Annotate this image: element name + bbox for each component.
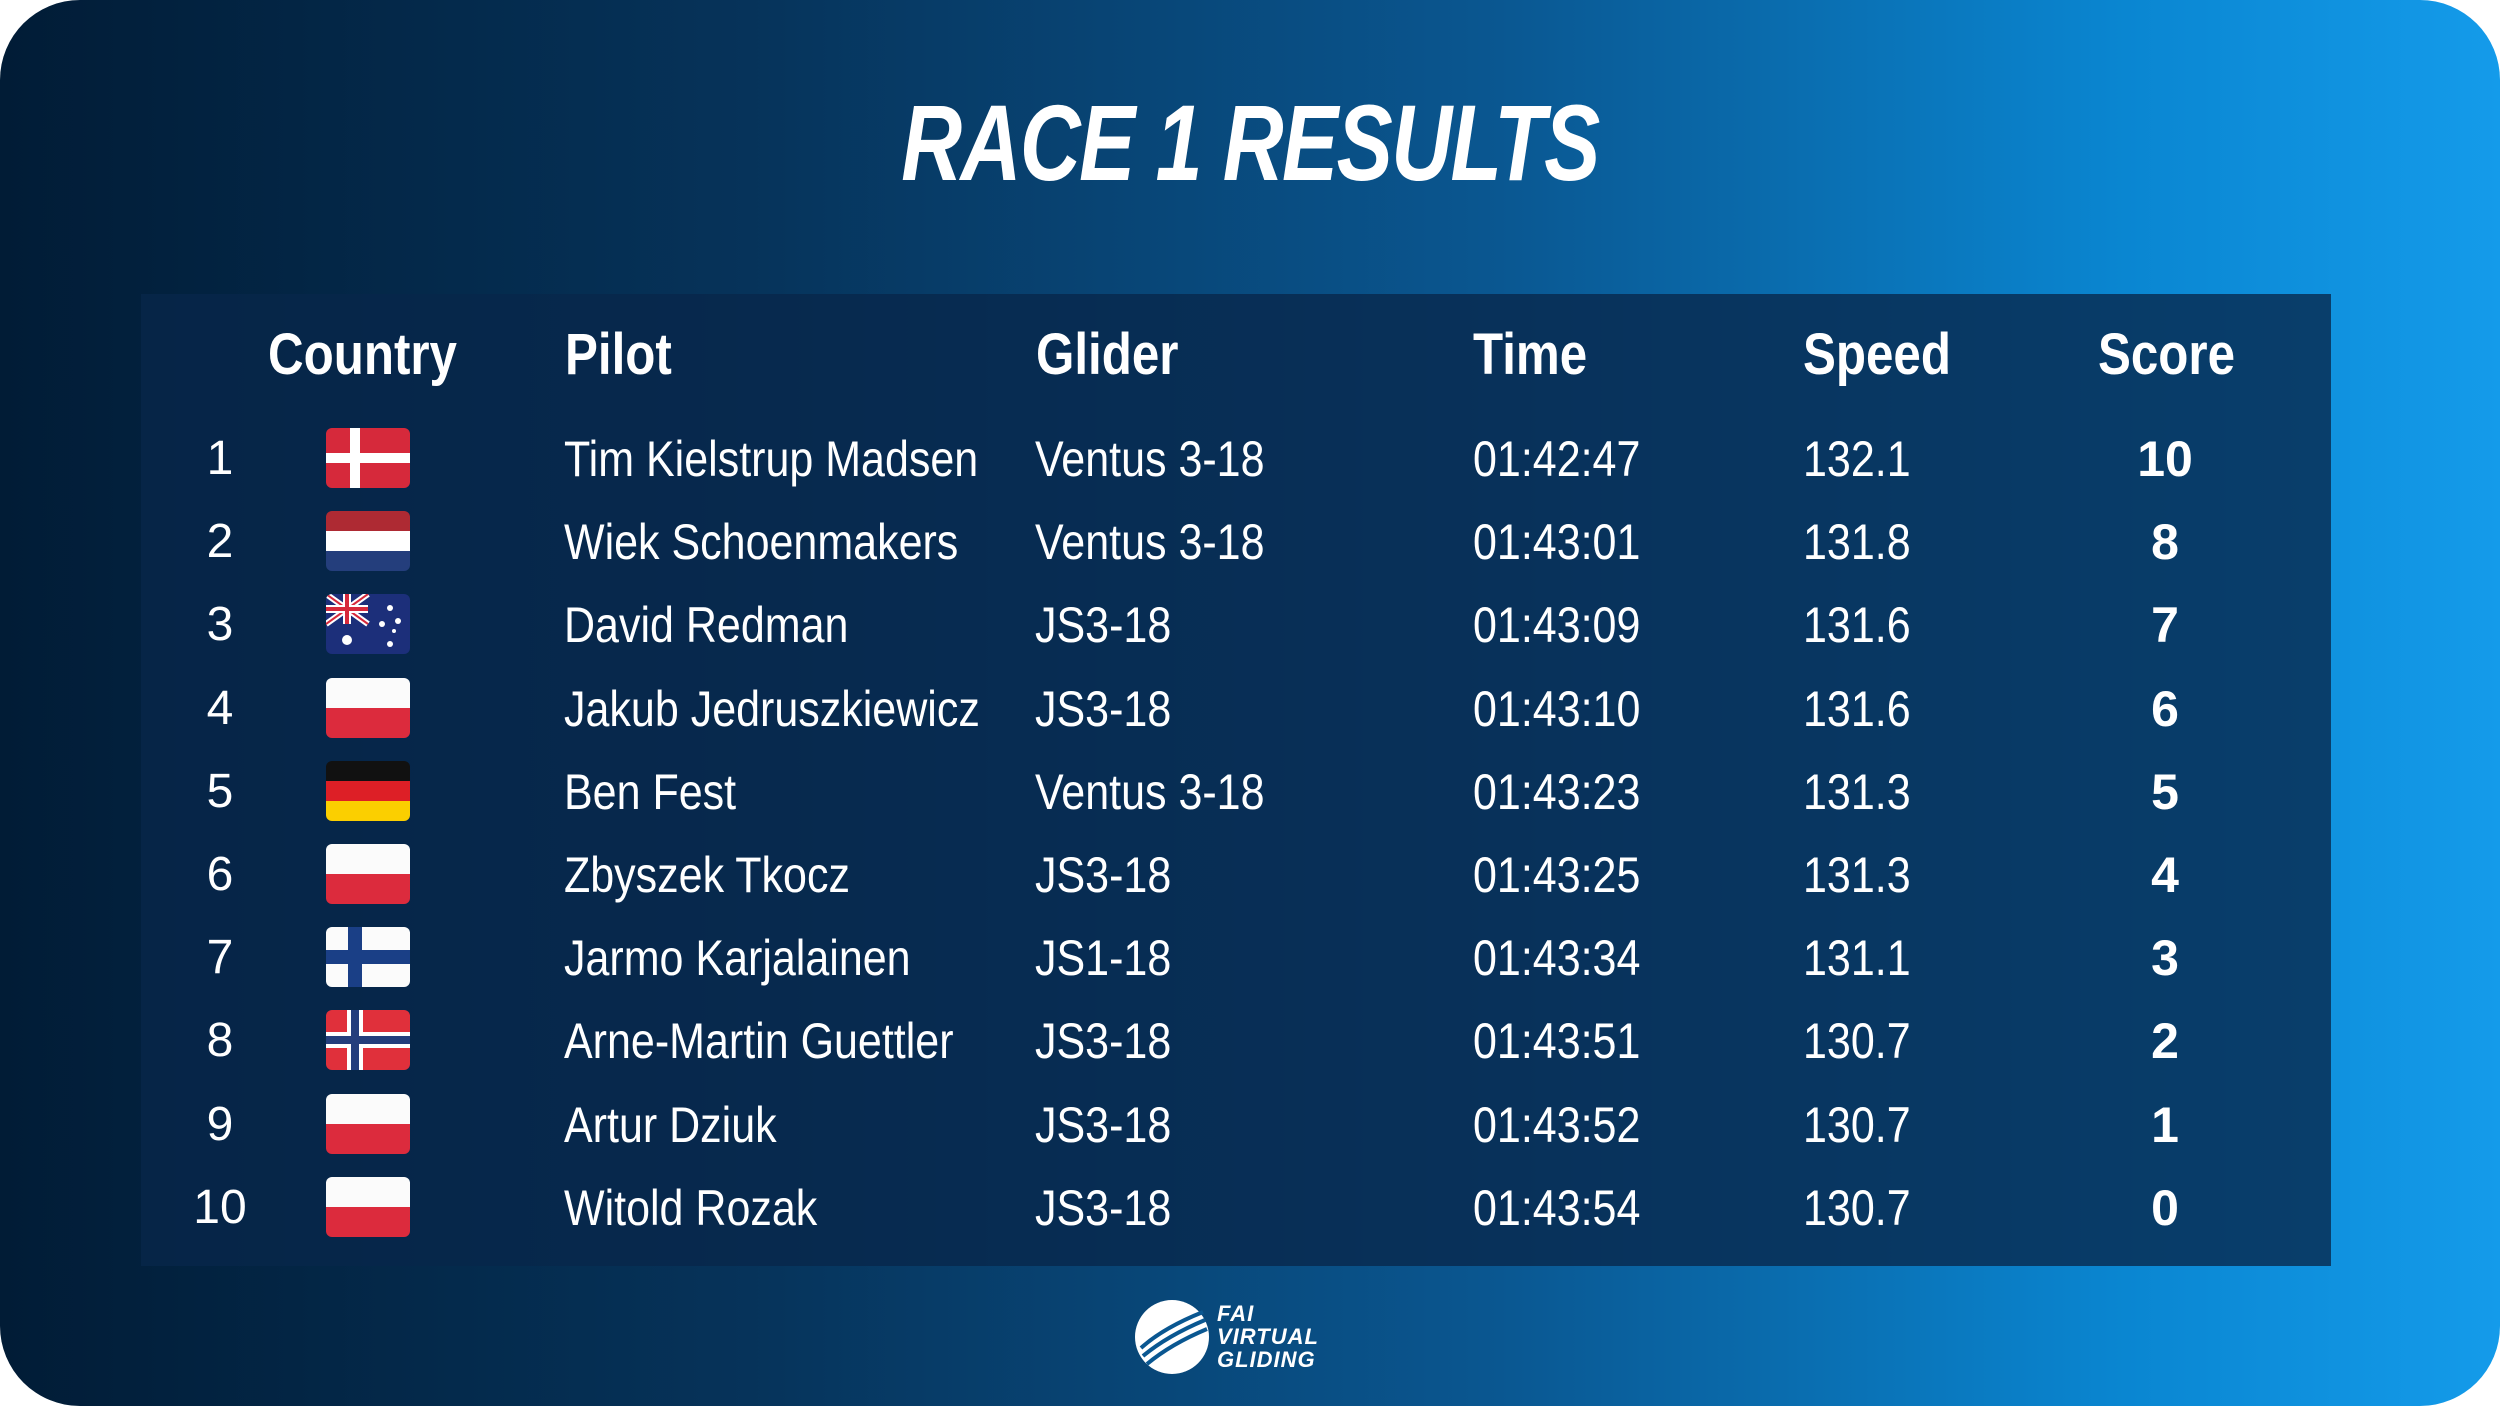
- rank-cell: 7: [206, 931, 234, 985]
- score-cell: 0: [2151, 1179, 2179, 1236]
- score-cell: 3: [2151, 930, 2179, 987]
- logo-line-2: VIRTUAL: [1217, 1324, 1319, 1349]
- score-cell: 5: [2151, 763, 2179, 820]
- speed-cell: 130.7: [1803, 1013, 1911, 1070]
- speed-cell: 131.3: [1803, 763, 1911, 820]
- pilot-cell: Jakub Jedruszkiewicz: [564, 680, 980, 737]
- table-row: 8 Arne-Martin Guettler JS3-18 01:43:51 130.7…: [0, 1000, 2500, 1083]
- denmark-flag: [326, 428, 410, 488]
- glider-cell: JS3-18: [1035, 847, 1172, 903]
- time-cell: 01:43:23: [1473, 763, 1641, 820]
- pilot-cell: Ben Fest: [564, 763, 737, 820]
- table-row: 5 Ben Fest Ventus 3-18 01:43:23 131.3 5: [0, 751, 2500, 834]
- glider-cell: Ventus 3-18: [1035, 763, 1265, 820]
- rank-cell: 2: [206, 515, 234, 569]
- time-cell: 01:43:01: [1473, 514, 1641, 571]
- glider-wing-logo-icon: [1135, 1300, 1209, 1374]
- table-row: 4 Jakub Jedruszkiewicz JS3-18 01:43:10 131.6…: [0, 668, 2500, 751]
- time-cell: 01:42:47: [1473, 431, 1641, 487]
- speed-cell: 131.8: [1803, 514, 1911, 571]
- table-row: 7 Jarmo Karjalainen JS1-18 01:43:34 131.1 3: [0, 917, 2500, 1000]
- header-time: Time: [1473, 322, 1588, 387]
- speed-cell: 131.1: [1803, 930, 1911, 987]
- logo-line-1: FAI: [1217, 1301, 1255, 1326]
- glider-cell: JS1-18: [1035, 930, 1172, 987]
- glider-cell: JS3-18: [1035, 597, 1172, 654]
- time-cell: 01:43:54: [1473, 1179, 1641, 1236]
- rank-cell: 4: [206, 681, 234, 735]
- table-row: 10 Witold Rozak JS3-18 01:43:54 130.7 0: [0, 1167, 2500, 1250]
- norway-flag: [326, 1010, 410, 1071]
- header-score: Score: [2098, 322, 2236, 387]
- pilot-cell: Tim Kielstrup Madsen: [564, 431, 979, 487]
- table-row: 9 Artur Dziuk JS3-18 01:43:52 130.7 1: [0, 1084, 2500, 1167]
- glider-cell: Ventus 3-18: [1035, 431, 1265, 487]
- score-cell: 1: [2151, 1096, 2179, 1153]
- pilot-cell: David Redman: [564, 597, 849, 654]
- pilot-cell: Arne-Martin Guettler: [564, 1013, 954, 1070]
- rank-cell: 10: [193, 1180, 247, 1234]
- glider-cell: Ventus 3-18: [1035, 514, 1265, 571]
- score-cell: 7: [2151, 597, 2179, 654]
- table-row: 2 Wiek Schoenmakers Ventus 3-18 01:43:01 131…: [0, 501, 2500, 584]
- pilot-cell: Wiek Schoenmakers: [564, 514, 959, 571]
- score-cell: 6: [2151, 680, 2179, 737]
- logo-text: FAI VIRTUAL GLIDING: [1217, 1302, 1319, 1371]
- pilot-cell: Jarmo Karjalainen: [564, 930, 911, 987]
- header-pilot: Pilot: [565, 322, 672, 387]
- score-cell: 2: [2151, 1013, 2179, 1070]
- speed-cell: 130.7: [1803, 1096, 1911, 1153]
- table-row: 1 Tim Kielstrup Madsen Ventus 3-18 01:42:47…: [0, 418, 2500, 501]
- pilot-cell: Zbyszek Tkocz: [564, 847, 850, 903]
- poland-flag: [326, 1093, 410, 1154]
- pilot-cell: Witold Rozak: [564, 1179, 818, 1236]
- header-country: Country: [268, 322, 457, 387]
- rank-cell: 3: [206, 598, 234, 652]
- rank-cell: 8: [206, 1014, 234, 1068]
- speed-cell: 130.7: [1803, 1179, 1911, 1236]
- germany-flag: [326, 760, 410, 821]
- glider-cell: JS3-18: [1035, 1179, 1172, 1236]
- table-row: 6 Zbyszek Tkocz JS3-18 01:43:25 131.3 4: [0, 834, 2500, 917]
- fai-virtual-gliding-logo: FAI VIRTUAL GLIDING: [1133, 1298, 1343, 1378]
- finland-flag: [326, 927, 410, 988]
- pilot-cell: Artur Dziuk: [564, 1096, 777, 1153]
- time-cell: 01:43:09: [1473, 597, 1641, 654]
- glider-cell: JS3-18: [1035, 680, 1172, 737]
- speed-cell: 132.1: [1803, 431, 1911, 487]
- rank-cell: 5: [206, 764, 234, 818]
- header-speed: Speed: [1803, 322, 1951, 387]
- speed-cell: 131.3: [1803, 847, 1911, 903]
- time-cell: 01:43:51: [1473, 1013, 1641, 1070]
- header-glider: Glider: [1036, 322, 1179, 387]
- speed-cell: 131.6: [1803, 680, 1911, 737]
- rank-cell: 6: [206, 848, 234, 901]
- score-cell: 10: [2137, 431, 2193, 487]
- table-row: 3 David Redman JS3-18 01:43:09 131.6 7: [0, 584, 2500, 667]
- poland-flag: [326, 844, 410, 904]
- page-title: RACE 1 RESULTS: [901, 82, 1600, 203]
- time-cell: 01:43:52: [1473, 1096, 1641, 1153]
- poland-flag: [326, 677, 410, 738]
- rank-cell: 9: [206, 1097, 234, 1151]
- score-cell: 8: [2151, 514, 2179, 571]
- glider-cell: JS3-18: [1035, 1096, 1172, 1153]
- netherlands-flag: [326, 511, 410, 572]
- time-cell: 01:43:25: [1473, 847, 1641, 903]
- australia-flag: [326, 594, 410, 655]
- time-cell: 01:43:10: [1473, 680, 1641, 737]
- time-cell: 01:43:34: [1473, 930, 1641, 987]
- rank-cell: 1: [206, 432, 234, 485]
- logo-line-3: GLIDING: [1217, 1347, 1316, 1372]
- poland-flag: [326, 1176, 410, 1237]
- speed-cell: 131.6: [1803, 597, 1911, 654]
- results-table-panel: [141, 294, 2331, 1266]
- glider-cell: JS3-18: [1035, 1013, 1172, 1070]
- score-cell: 4: [2151, 847, 2179, 903]
